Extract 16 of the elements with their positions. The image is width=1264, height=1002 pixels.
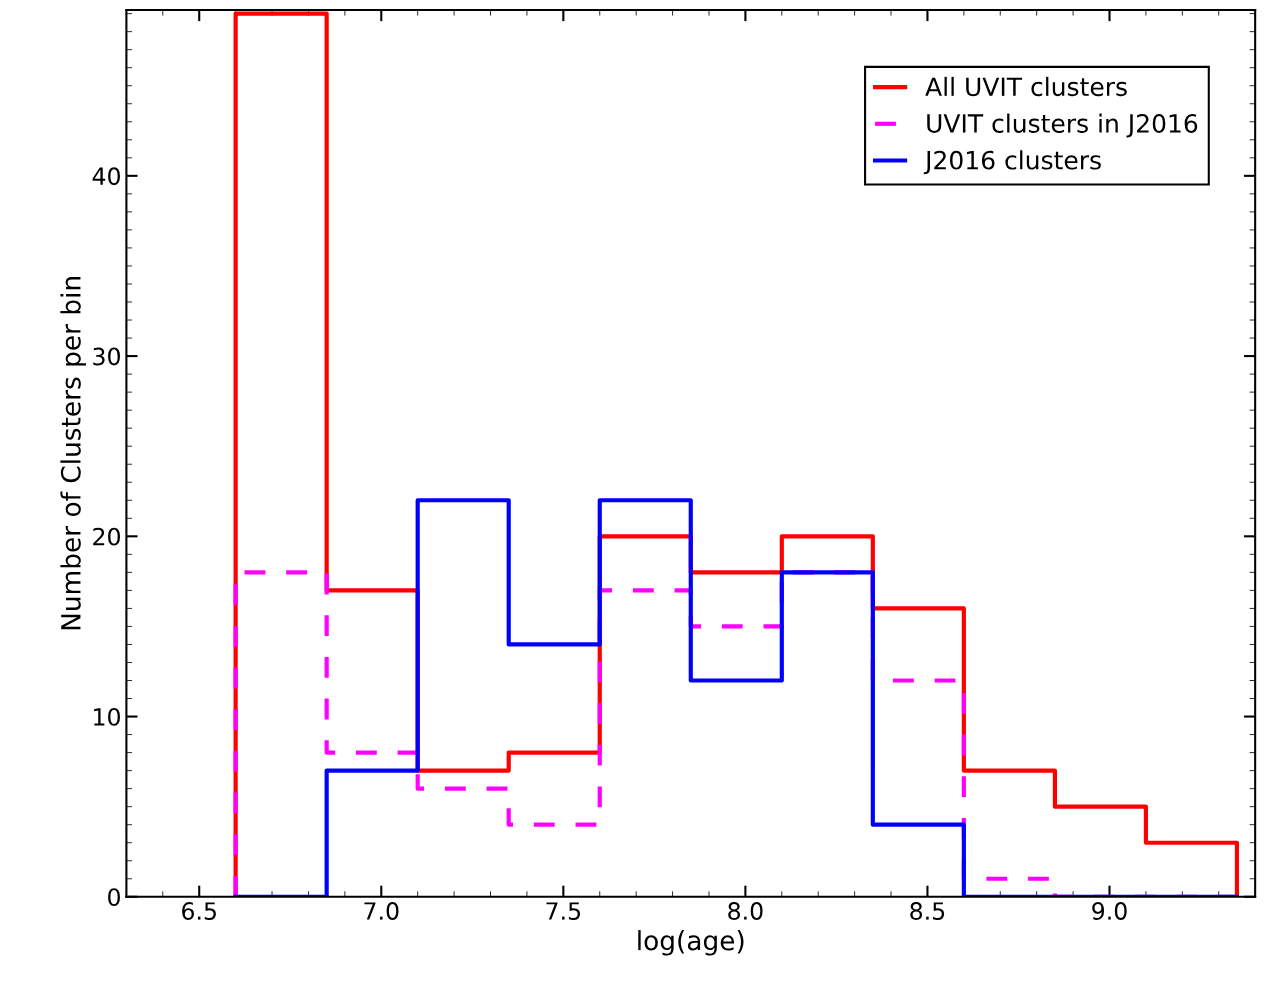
x-tick-label: 8.5: [910, 902, 945, 920]
legend-label: All UVIT clusters: [925, 76, 1127, 97]
x-tick-label: 9.0: [1092, 902, 1127, 920]
x-axis-title: log(age): [638, 930, 744, 956]
y-tick-label: 0: [108, 888, 120, 907]
y-tick-label: 10: [94, 708, 120, 726]
y-tick-label: 20: [93, 527, 120, 546]
x-tick-label: 7.5: [546, 902, 581, 920]
y-tick-label: 30: [93, 347, 120, 366]
legend-label: J2016 clusters: [923, 150, 1101, 175]
x-tick-label: 8.0: [728, 902, 763, 920]
x-tick-label: 6.5: [182, 902, 216, 920]
x-tick-label: 7.0: [364, 902, 399, 920]
y-axis-title: Number of Clusters per bin: [60, 277, 86, 630]
legend-label: UVIT clusters in J2016: [927, 113, 1198, 138]
y-tick-label: 40: [92, 167, 120, 186]
